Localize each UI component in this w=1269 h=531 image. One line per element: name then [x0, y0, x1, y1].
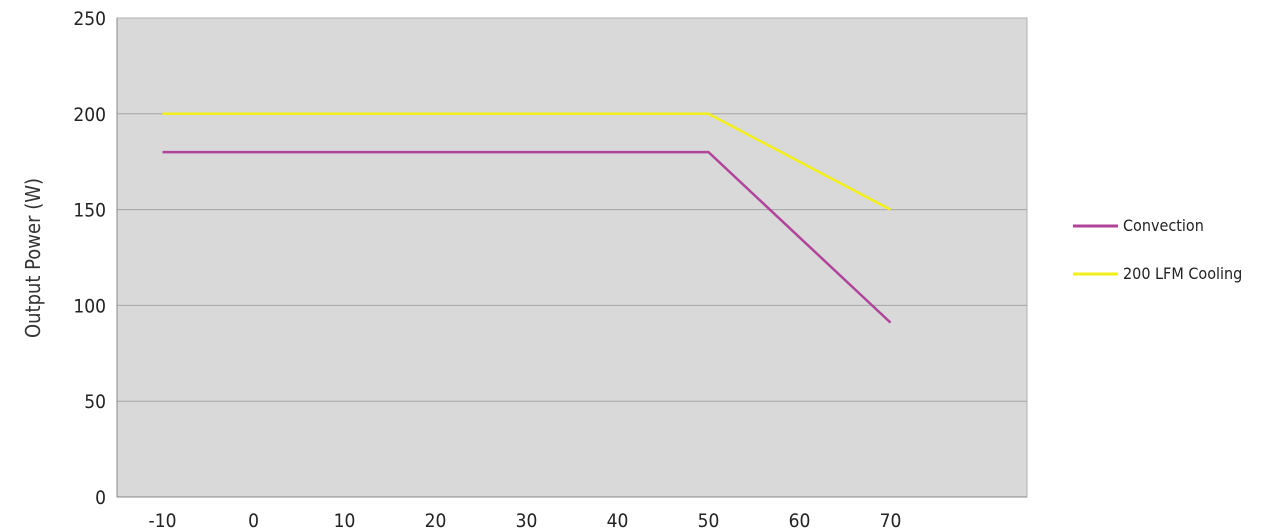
- x-tick-label: 30: [516, 510, 538, 531]
- y-tick-label: 200: [73, 104, 106, 126]
- legend-label: 200 LFM Cooling: [1123, 264, 1242, 283]
- y-tick-label: 250: [73, 8, 106, 30]
- x-tick-label: -10: [149, 510, 177, 531]
- x-tick-label: 10: [334, 510, 356, 531]
- x-tick-label: 20: [425, 510, 447, 531]
- series-layer: [162, 112, 892, 324]
- x-tick-label: 60: [789, 510, 811, 531]
- x-tick-label: 50: [698, 510, 720, 531]
- y-axis-title: Output Power (W): [21, 178, 45, 338]
- axes: [116, 18, 1027, 498]
- legend-label: Convection: [1123, 216, 1204, 235]
- x-tick-label: 0: [248, 510, 259, 531]
- y-tick-label: 100: [73, 295, 106, 317]
- y-tick-label: 50: [84, 391, 106, 413]
- y-tick-label: 0: [95, 487, 106, 509]
- legend: Convection 200 LFM Cooling: [1073, 216, 1242, 283]
- x-tick-label: 40: [607, 510, 629, 531]
- y-tick-labels: 0 50 100 150 200 250: [73, 8, 106, 509]
- y-tick-label: 150: [73, 200, 106, 222]
- plot-area: [116, 17, 1028, 498]
- x-tick-labels: -10 0 10 20 30 40 50 60 70: [149, 510, 902, 531]
- x-tick-label: 70: [880, 510, 902, 531]
